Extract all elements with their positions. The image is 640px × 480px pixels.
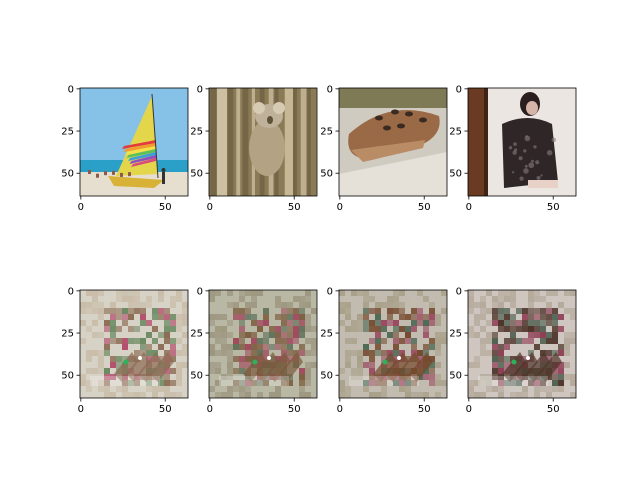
y-tick-label: 50 bbox=[320, 371, 333, 382]
subplot-0-3: 0 50 0 25 50 bbox=[449, 84, 577, 213]
axes-frame bbox=[338, 289, 448, 399]
image-content bbox=[80, 290, 188, 398]
x-tick-label: 0 bbox=[78, 404, 84, 415]
x-tick-label: 50 bbox=[288, 404, 301, 415]
y-tick-label: 0 bbox=[327, 84, 333, 95]
image-content bbox=[468, 88, 576, 196]
y-tick-label: 50 bbox=[449, 371, 462, 382]
y-tick-label: 0 bbox=[456, 84, 462, 95]
subplot-0-2: 0 50 0 25 50 bbox=[320, 84, 448, 213]
x-tick-label: 50 bbox=[159, 404, 172, 415]
axes-frame bbox=[467, 289, 577, 399]
x-tick-label: 50 bbox=[547, 404, 560, 415]
subplot-1-1: 0 50 0 25 50 bbox=[190, 286, 318, 415]
x-tick-label: 0 bbox=[78, 202, 84, 213]
axes-frame bbox=[79, 289, 189, 399]
image-content bbox=[80, 88, 188, 196]
y-tick-label: 0 bbox=[456, 286, 462, 297]
x-tick-label: 50 bbox=[418, 202, 431, 213]
y-tick-label: 25 bbox=[449, 329, 462, 340]
x-tick-label: 0 bbox=[207, 202, 213, 213]
x-tick-label: 0 bbox=[466, 404, 472, 415]
y-tick-label: 25 bbox=[320, 127, 333, 138]
y-tick-label: 25 bbox=[61, 127, 74, 138]
image-content bbox=[209, 290, 317, 398]
y-tick-label: 0 bbox=[68, 84, 74, 95]
y-tick-label: 25 bbox=[190, 127, 203, 138]
subplot-1-3: 0 50 0 25 50 bbox=[449, 286, 577, 415]
y-tick-label: 25 bbox=[190, 329, 203, 340]
axes-grid: 0 50 0 25 50 0 50 0 25 50 0 50 0 25 50 0 50 0 25 50 0 50 0 25 50… bbox=[61, 84, 577, 415]
y-tick-label: 50 bbox=[449, 169, 462, 180]
y-tick-label: 50 bbox=[190, 371, 203, 382]
subplot-0-0: 0 50 0 25 50 bbox=[61, 84, 189, 213]
y-tick-label: 50 bbox=[320, 169, 333, 180]
x-tick-label: 0 bbox=[337, 404, 343, 415]
x-tick-label: 50 bbox=[159, 202, 172, 213]
image-content bbox=[339, 290, 447, 398]
subplot-1-0: 0 50 0 25 50 bbox=[61, 286, 189, 415]
subplot-1-2: 0 50 0 25 50 bbox=[320, 286, 448, 415]
y-tick-label: 50 bbox=[61, 371, 74, 382]
y-tick-label: 50 bbox=[190, 169, 203, 180]
y-tick-label: 25 bbox=[61, 329, 74, 340]
x-tick-label: 50 bbox=[288, 202, 301, 213]
axes-frame bbox=[208, 87, 318, 197]
y-tick-label: 25 bbox=[320, 329, 333, 340]
image-content bbox=[339, 88, 447, 196]
image-content bbox=[468, 290, 576, 398]
axes-frame bbox=[467, 87, 577, 197]
x-tick-label: 50 bbox=[418, 404, 431, 415]
y-tick-label: 25 bbox=[449, 127, 462, 138]
x-tick-label: 50 bbox=[547, 202, 560, 213]
y-tick-label: 0 bbox=[68, 286, 74, 297]
subplot-0-1: 0 50 0 25 50 bbox=[190, 84, 318, 213]
axes-frame bbox=[208, 289, 318, 399]
y-tick-label: 50 bbox=[61, 169, 74, 180]
x-tick-label: 0 bbox=[466, 202, 472, 213]
x-tick-label: 0 bbox=[207, 404, 213, 415]
y-tick-label: 0 bbox=[197, 286, 203, 297]
x-tick-label: 0 bbox=[337, 202, 343, 213]
axes-frame bbox=[79, 87, 189, 197]
y-tick-label: 0 bbox=[197, 84, 203, 95]
y-tick-label: 0 bbox=[327, 286, 333, 297]
axes-frame bbox=[338, 87, 448, 197]
image-content bbox=[209, 88, 317, 196]
